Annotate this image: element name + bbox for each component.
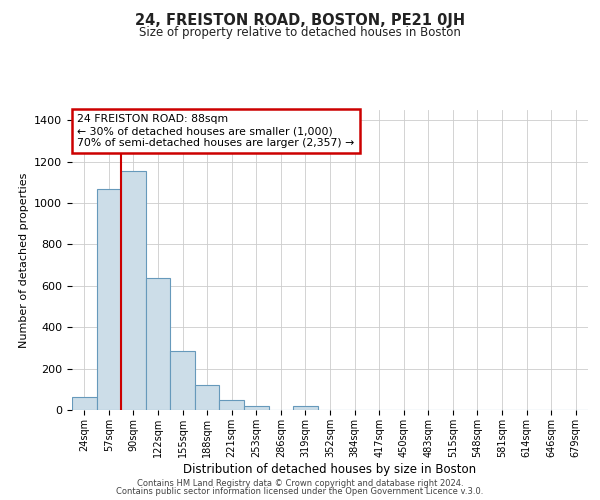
Bar <box>195 385 220 410</box>
Text: Contains HM Land Registry data © Crown copyright and database right 2024.: Contains HM Land Registry data © Crown c… <box>137 478 463 488</box>
Text: Contains public sector information licensed under the Open Government Licence v.: Contains public sector information licen… <box>116 488 484 496</box>
Bar <box>121 171 146 410</box>
X-axis label: Distribution of detached houses by size in Boston: Distribution of detached houses by size … <box>184 462 476 475</box>
Bar <box>244 406 269 410</box>
Text: 24 FREISTON ROAD: 88sqm
← 30% of detached houses are smaller (1,000)
70% of semi: 24 FREISTON ROAD: 88sqm ← 30% of detache… <box>77 114 355 148</box>
Bar <box>97 188 121 410</box>
Y-axis label: Number of detached properties: Number of detached properties <box>19 172 29 348</box>
Bar <box>293 406 318 410</box>
Bar <box>170 351 195 410</box>
Bar <box>72 396 97 410</box>
Bar <box>146 278 170 410</box>
Text: Size of property relative to detached houses in Boston: Size of property relative to detached ho… <box>139 26 461 39</box>
Text: 24, FREISTON ROAD, BOSTON, PE21 0JH: 24, FREISTON ROAD, BOSTON, PE21 0JH <box>135 12 465 28</box>
Bar <box>220 400 244 410</box>
